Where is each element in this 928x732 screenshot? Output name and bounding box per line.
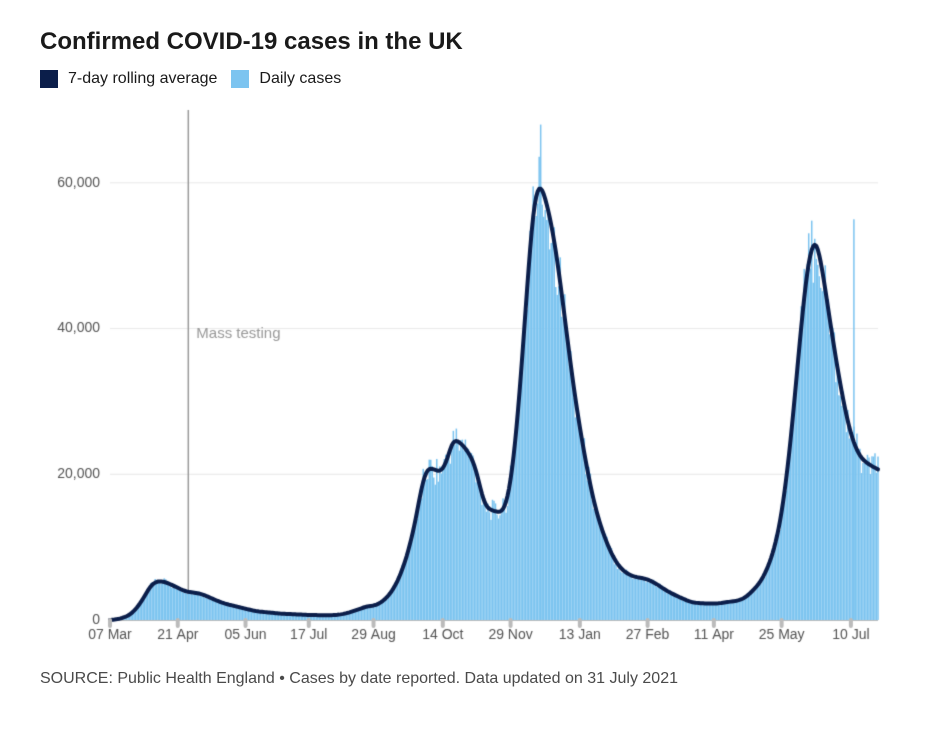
legend-swatch-bar <box>231 70 249 88</box>
legend-label-line: 7-day rolling average <box>68 70 217 88</box>
chart-container: Confirmed COVID-19 cases in the UK 7-day… <box>0 0 928 732</box>
plot-area <box>40 100 888 660</box>
legend: 7-day rolling average Daily cases <box>40 70 888 88</box>
source-line: SOURCE: Public Health England • Cases by… <box>40 670 888 688</box>
chart-title: Confirmed COVID-19 cases in the UK <box>40 28 888 56</box>
legend-label-bar: Daily cases <box>259 70 341 88</box>
legend-swatch-line <box>40 70 58 88</box>
plot-canvas <box>40 100 888 660</box>
